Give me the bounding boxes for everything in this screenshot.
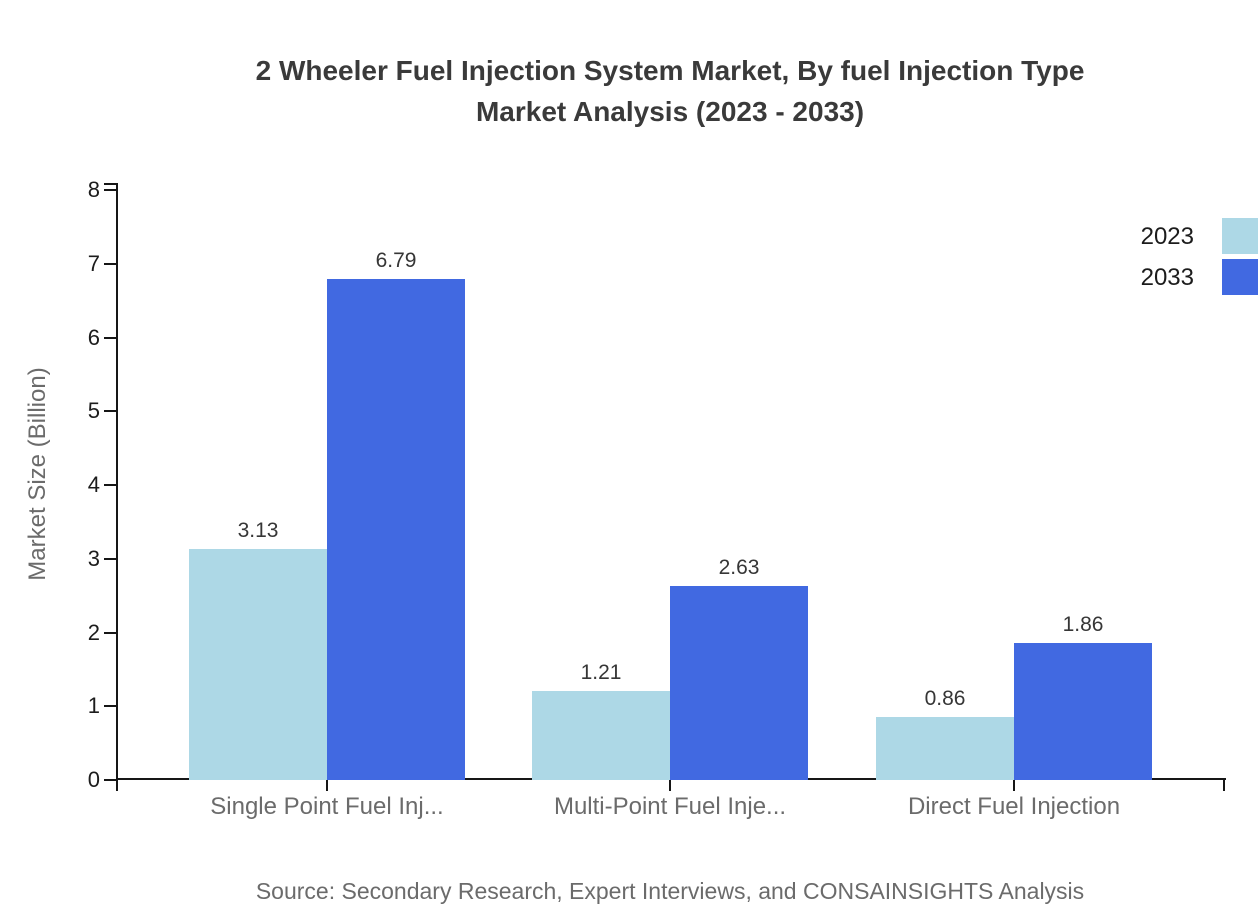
x-tick bbox=[1013, 780, 1015, 791]
y-tick-label: 2 bbox=[87, 620, 100, 645]
y-tick-label: 8 bbox=[87, 177, 100, 202]
y-tick-label: 5 bbox=[87, 398, 100, 423]
y-tick-label: 7 bbox=[87, 251, 100, 276]
y-tick bbox=[104, 263, 116, 265]
bar-2033-3 bbox=[1014, 643, 1152, 780]
bar-2033-2 bbox=[670, 586, 808, 780]
category-label: Single Point Fuel Inj... bbox=[210, 793, 444, 820]
bar-value-label: 0.86 bbox=[924, 687, 966, 710]
bar-value-label: 2.63 bbox=[718, 556, 760, 579]
y-tick bbox=[104, 410, 116, 412]
bar-2023-1 bbox=[189, 549, 327, 780]
y-tick bbox=[104, 484, 116, 486]
legend-swatch-2023 bbox=[1222, 218, 1258, 254]
bar-2023-3 bbox=[876, 717, 1014, 780]
category-label: Direct Fuel Injection bbox=[907, 793, 1121, 820]
bar-2023-2 bbox=[532, 691, 670, 780]
y-axis-title: Market Size (Billion) bbox=[24, 367, 51, 581]
y-tick bbox=[104, 705, 116, 707]
y-tick bbox=[104, 632, 116, 634]
y-tick bbox=[104, 779, 116, 781]
x-tick bbox=[326, 780, 328, 791]
source-text: Source: Secondary Research, Expert Inter… bbox=[255, 878, 1085, 904]
x-axis-end-tick bbox=[1223, 780, 1225, 791]
legend-label-2033: 2033 bbox=[1140, 264, 1194, 291]
chart-title-line1: 2 Wheeler Fuel Injection System Market, … bbox=[255, 55, 1085, 86]
y-tick-label: 1 bbox=[87, 693, 100, 718]
y-tick bbox=[104, 337, 116, 339]
y-axis-end-cap bbox=[104, 183, 118, 185]
x-tick bbox=[669, 780, 671, 791]
bar-value-label: 3.13 bbox=[237, 519, 279, 542]
legend-label-2023: 2023 bbox=[1140, 223, 1194, 250]
y-tick-label: 6 bbox=[87, 325, 100, 350]
y-tick-label: 4 bbox=[87, 472, 100, 497]
chart-title: 2 Wheeler Fuel Injection System Market, … bbox=[120, 50, 1220, 132]
y-tick bbox=[104, 189, 116, 191]
category-label: Multi-Point Fuel Inje... bbox=[553, 793, 787, 820]
bar-value-label: 1.21 bbox=[580, 661, 622, 684]
y-tick bbox=[104, 558, 116, 560]
bar-value-label: 1.86 bbox=[1062, 613, 1104, 636]
y-tick-label: 0 bbox=[87, 767, 100, 792]
bar-value-label: 6.79 bbox=[375, 249, 417, 272]
bar-2033-1 bbox=[327, 279, 465, 780]
legend-swatch-2033 bbox=[1222, 259, 1258, 295]
chart-title-line2: Market Analysis (2023 - 2033) bbox=[475, 96, 865, 127]
y-tick-label: 3 bbox=[87, 546, 100, 571]
y-axis-line bbox=[116, 183, 118, 791]
